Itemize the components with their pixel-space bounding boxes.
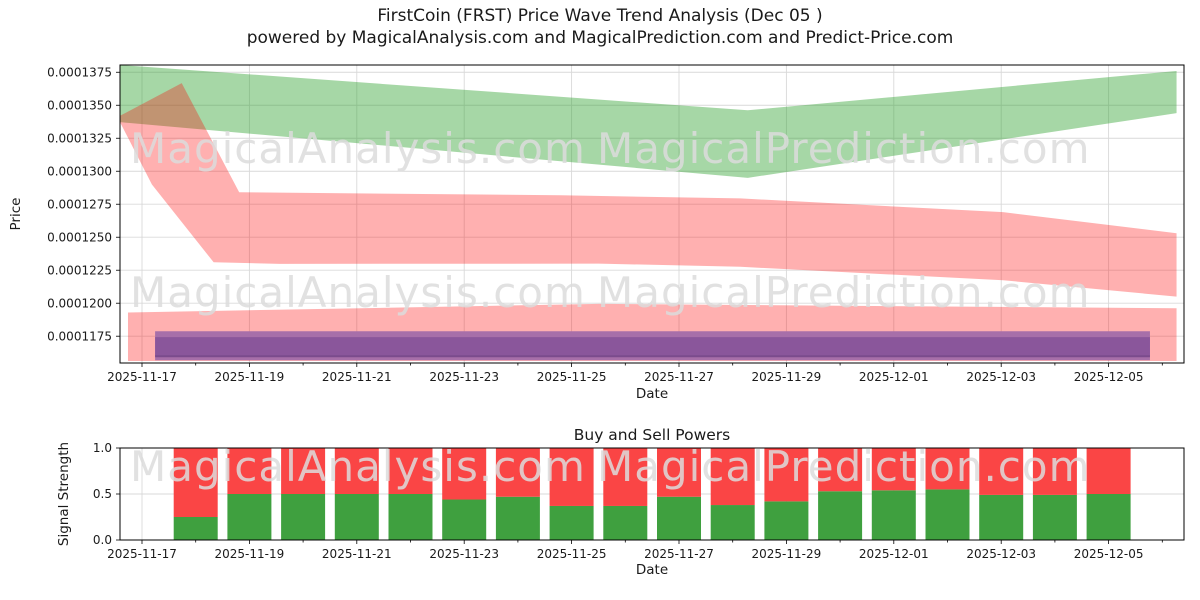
watermark-prediction-2: MagicalPrediction.com: [597, 268, 1091, 317]
x-tick-label: 2025-11-21: [322, 547, 392, 561]
y-tick-label: 0.0001300: [47, 164, 112, 178]
sell-bar: [334, 448, 379, 494]
buy-bar: [1086, 494, 1131, 540]
red-bearish-band: [120, 83, 1177, 297]
watermark-analysis-1: MagicalAnalysis.com: [130, 124, 586, 173]
sell-bar: [549, 448, 594, 506]
y-tick-label: 0.5: [93, 487, 112, 501]
x-tick-label: 2025-11-23: [429, 370, 499, 384]
sell-bar: [818, 448, 863, 492]
x-tick-label: 2025-12-03: [966, 370, 1036, 384]
sell-bar: [925, 448, 970, 490]
x-tick-label: 2025-11-19: [215, 370, 285, 384]
watermark-analysis-3: MagicalAnalysis.com: [130, 442, 586, 491]
y-tick-label: 0.0001275: [47, 197, 112, 211]
x-tick-label: 2025-11-27: [644, 370, 714, 384]
plot-frame: [119, 64, 1185, 364]
buy-bar: [388, 494, 433, 540]
signal-strength-axis-label: Signal Strength: [56, 442, 72, 546]
sell-bar: [173, 448, 218, 517]
price-axis-label: Price: [8, 198, 24, 231]
x-tick-label: 2025-12-03: [966, 547, 1036, 561]
main-title: FirstCoin (FRST) Price Wave Trend Analys…: [377, 6, 822, 26]
buy-bar: [979, 494, 1024, 540]
x-tick-label: 2025-11-27: [644, 547, 714, 561]
y-tick-label: 0.0001325: [47, 131, 112, 145]
x-tick-label: 2025-11-29: [752, 370, 822, 384]
sell-bar: [442, 448, 487, 500]
signal-chart: 2025-11-17 2025-11-19 2025-11-21 2025-11-23…: [93, 441, 1185, 561]
buy-bar: [549, 505, 594, 540]
x-tick-label: 2025-11-23: [429, 547, 499, 561]
bottom-chart-title: Buy and Sell Powers: [574, 426, 731, 444]
y-tick-label: 1.0: [93, 441, 112, 455]
y-tick-label: 0.0001175: [47, 329, 112, 343]
buy-bar: [603, 505, 648, 540]
green-bullish-band: [120, 65, 1177, 178]
watermark-prediction-3: MagicalPrediction.com: [597, 442, 1091, 491]
x-tick-label: 2025-12-01: [859, 370, 929, 384]
x-tick-label: 2025-12-05: [1074, 547, 1144, 561]
buy-bar: [871, 490, 916, 540]
sell-bar: [603, 448, 648, 506]
watermark-prediction-1: MagicalPrediction.com: [597, 124, 1091, 173]
buy-bar: [495, 496, 540, 540]
price-chart: 2025-11-17 2025-11-19 2025-11-21 2025-11-23…: [47, 64, 1185, 384]
top-grid: [120, 65, 1184, 363]
buy-bar: [442, 499, 487, 540]
sell-bar: [1032, 448, 1077, 495]
x-tick-label: 2025-11-29: [752, 547, 822, 561]
x-tick-label: 2025-12-05: [1074, 370, 1144, 384]
buy-bar: [1032, 494, 1077, 540]
buy-bar: [657, 496, 701, 540]
sell-bar: [388, 448, 433, 494]
y-tick-label: 0.0001225: [47, 263, 112, 277]
top-date-axis-label: Date: [636, 386, 668, 402]
x-tick-label: 2025-11-19: [215, 547, 285, 561]
bottom-date-axis-label: Date: [636, 562, 668, 578]
sell-bar: [710, 448, 755, 506]
trend-bands: [120, 65, 1177, 362]
sell-bar: [979, 448, 1024, 495]
buy-bar: [764, 501, 809, 540]
buy-bar: [227, 494, 272, 540]
watermark-analysis-2: MagicalAnalysis.com: [130, 268, 586, 317]
buy-bar: [710, 505, 755, 540]
bars: [173, 448, 1131, 540]
y-tick-label: 0.0: [93, 533, 112, 547]
sell-bar: [871, 448, 916, 491]
y-tick-label: 0.0001250: [47, 230, 112, 244]
sell-bar: [227, 448, 272, 494]
purple-inner-band: [155, 337, 1150, 357]
sell-bar: [657, 448, 701, 497]
y-tick-label: 0.0001350: [47, 98, 112, 112]
x-tick-label: 2025-11-17: [107, 547, 177, 561]
sell-bar: [1086, 448, 1131, 494]
buy-bar: [334, 494, 379, 540]
x-tick-label: 2025-11-21: [322, 370, 392, 384]
buy-bar: [818, 491, 863, 540]
buy-bar: [173, 517, 218, 540]
sell-bar: [764, 448, 809, 502]
x-tick-label: 2025-11-25: [537, 547, 607, 561]
x-tick-label: 2025-11-25: [537, 370, 607, 384]
buy-bar: [281, 494, 326, 540]
main-subtitle: powered by MagicalAnalysis.com and Magic…: [247, 28, 954, 48]
buy-bar: [925, 489, 970, 540]
sell-bar: [281, 448, 326, 494]
y-tick-label: 0.0001375: [47, 65, 112, 79]
y-tick-label: 0.0001200: [47, 296, 112, 310]
sell-bar: [495, 448, 540, 497]
x-tick-label: 2025-12-01: [859, 547, 929, 561]
x-tick-label: 2025-11-17: [107, 370, 177, 384]
